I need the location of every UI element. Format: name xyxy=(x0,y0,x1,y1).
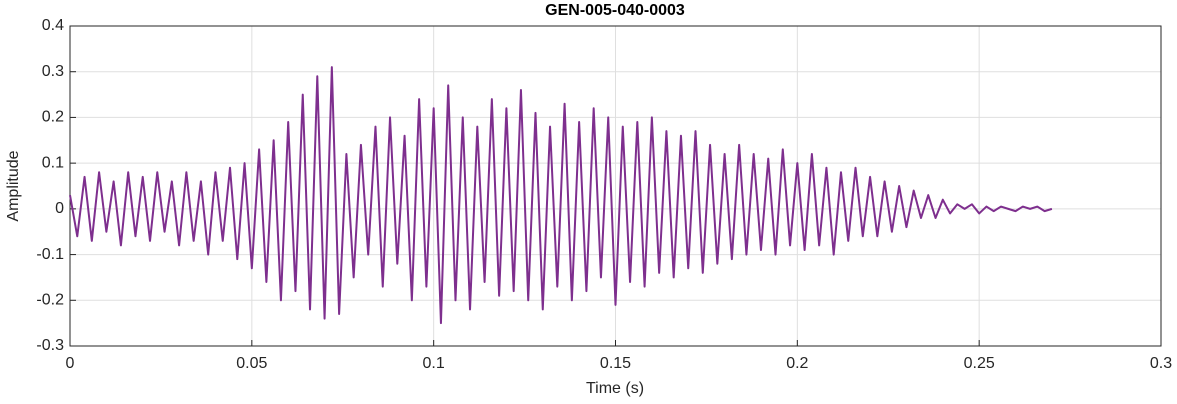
y-axis-label: Amplitude xyxy=(5,150,22,221)
waveform-line xyxy=(69,66,1053,325)
y-tick-label: 0.1 xyxy=(42,154,64,171)
chart-title: GEN-005-040-0003 xyxy=(545,2,685,19)
x-tick-label: 0.3 xyxy=(1150,355,1172,372)
y-tick-label: -0.1 xyxy=(36,246,64,263)
y-tick-label: 0.2 xyxy=(42,109,64,126)
y-tick-label: 0 xyxy=(55,200,64,217)
y-tick-label: 0.4 xyxy=(42,17,64,34)
y-tick-label: -0.3 xyxy=(36,337,64,354)
x-tick-label: 0.05 xyxy=(236,355,267,372)
axes-box xyxy=(69,25,1162,347)
x-tick-label: 0 xyxy=(66,355,75,372)
x-tick-label: 0.15 xyxy=(600,355,631,372)
x-tick-label: 0.25 xyxy=(964,355,995,372)
y-tick-label: 0.3 xyxy=(42,63,64,80)
x-tick-label: 0.2 xyxy=(786,355,808,372)
x-tick-label: 0.1 xyxy=(423,355,445,372)
x-axis-label: Time (s) xyxy=(586,380,644,397)
y-tick-label: -0.2 xyxy=(36,292,64,309)
